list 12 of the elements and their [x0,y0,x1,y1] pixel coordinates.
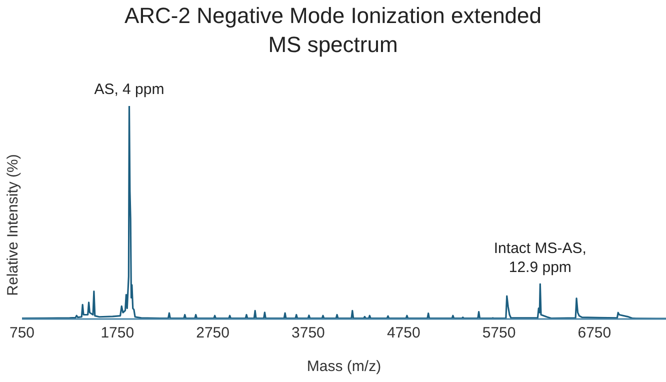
x-tick-label: 3750 [292,324,325,342]
y-axis-title: Relative Intensity (%) [4,154,22,296]
x-tick-label: 2750 [196,324,230,342]
x-tick-label: 6750 [578,324,612,342]
x-axis-title: Mass (m/z) [306,358,382,375]
x-tick-label: 4750 [386,324,420,342]
annotation: AS, 4 ppm [94,81,164,98]
x-tick-label: 5750 [482,324,516,342]
chart-title: ARC-2 Negative Mode Ionization extended MS spectrum [123,2,543,59]
annotation: Intact MS-AS, 12.9 ppm [494,240,586,276]
x-tick-label: 750 [9,324,35,342]
x-tick-label: 1750 [100,324,134,342]
